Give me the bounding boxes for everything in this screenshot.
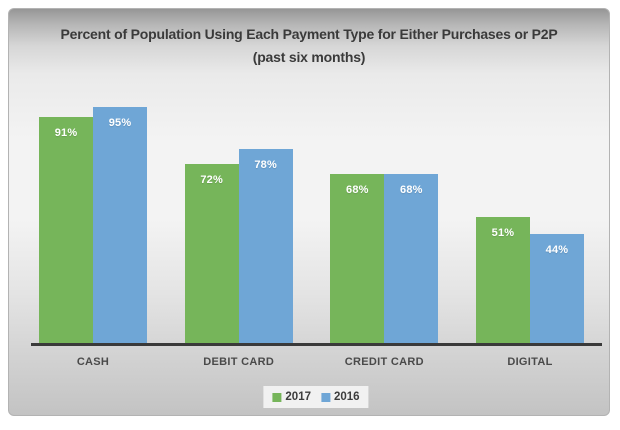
chart-title: Percent of Population Using Each Payment… bbox=[9, 23, 609, 69]
legend-entry-2017: 2017 bbox=[272, 391, 311, 403]
category-label-credit-card: CREDIT CARD bbox=[344, 356, 424, 368]
chart-title-line1: Percent of Population Using Each Payment… bbox=[60, 26, 558, 42]
bar-2016-cash: 95% bbox=[93, 106, 147, 344]
category-axis-labels: CASH DEBIT CARD CREDIT CARD DIGITAL bbox=[31, 356, 602, 368]
data-label: 51% bbox=[491, 226, 515, 239]
data-label: 91% bbox=[54, 126, 78, 139]
legend: 2017 2016 bbox=[263, 386, 369, 408]
category-label-cash: CASH bbox=[76, 356, 110, 368]
bar-group-cash: 91% 95% bbox=[39, 94, 147, 344]
bar-2017-debit-card: 72% bbox=[184, 164, 239, 344]
bar-group-digital: 51% 44% bbox=[475, 94, 584, 344]
legend-label: 2016 bbox=[334, 391, 360, 403]
data-label: 44% bbox=[545, 244, 569, 256]
x-axis-line bbox=[31, 343, 602, 346]
category-label-debit-card: DEBIT CARD bbox=[203, 356, 275, 368]
bar-2017-credit-card: 68% bbox=[330, 174, 385, 344]
data-label: 68% bbox=[346, 184, 369, 196]
data-label: 68% bbox=[400, 184, 423, 196]
bar-2016-debit-card: 78% bbox=[238, 149, 293, 344]
data-label: 78% bbox=[254, 159, 277, 171]
bar-group-debit-card: 72% 78% bbox=[184, 94, 293, 344]
bar-2017-digital: 51% bbox=[475, 216, 530, 344]
legend-swatch-icon bbox=[321, 392, 330, 402]
legend-label: 2017 bbox=[285, 391, 311, 403]
bar-2017-cash: 91% bbox=[39, 116, 93, 344]
bar-2016-credit-card: 68% bbox=[384, 174, 439, 344]
legend-entry-2016: 2016 bbox=[321, 391, 360, 403]
legend-swatch-icon bbox=[272, 392, 282, 402]
data-label: 95% bbox=[108, 116, 132, 129]
chart-title-line2: (past six months) bbox=[252, 49, 366, 66]
plot-area: 91% 95% 72% 78% 68% 68% 51% 44% bbox=[31, 94, 602, 344]
bar-group-credit-card: 68% 68% bbox=[330, 94, 439, 344]
category-label-digital: DIGITAL bbox=[507, 356, 553, 368]
data-label: 72% bbox=[200, 174, 223, 186]
bar-2016-digital: 44% bbox=[529, 234, 584, 344]
chart-area: Percent of Population Using Each Payment… bbox=[8, 8, 610, 416]
